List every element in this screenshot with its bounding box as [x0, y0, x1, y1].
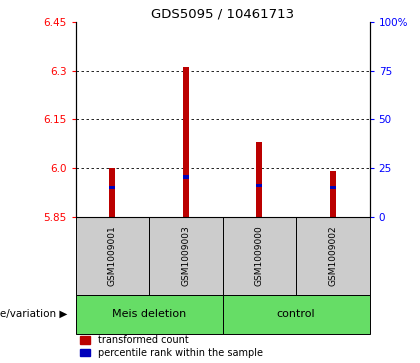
Bar [76, 217, 149, 295]
Bar [223, 295, 370, 334]
Title: GDS5095 / 10461713: GDS5095 / 10461713 [151, 8, 294, 21]
Text: GSM1009000: GSM1009000 [255, 225, 264, 286]
Text: Meis deletion: Meis deletion [112, 309, 186, 319]
Bar [296, 217, 370, 295]
Bar [149, 217, 223, 295]
Bar [183, 175, 189, 179]
Bar [330, 186, 336, 189]
Text: GSM1009002: GSM1009002 [328, 225, 337, 286]
Bar [109, 186, 115, 189]
Bar [76, 295, 223, 334]
Bar [223, 217, 296, 295]
Bar [330, 171, 336, 217]
Bar [256, 184, 262, 187]
Legend: transformed count, percentile rank within the sample: transformed count, percentile rank withi… [81, 335, 263, 358]
Bar [109, 168, 115, 217]
Text: control: control [277, 309, 315, 319]
Bar [183, 67, 189, 217]
Text: GSM1009001: GSM1009001 [108, 225, 117, 286]
Text: GSM1009003: GSM1009003 [181, 225, 190, 286]
Text: genotype/variation ▶: genotype/variation ▶ [0, 309, 67, 319]
Bar [256, 142, 262, 217]
